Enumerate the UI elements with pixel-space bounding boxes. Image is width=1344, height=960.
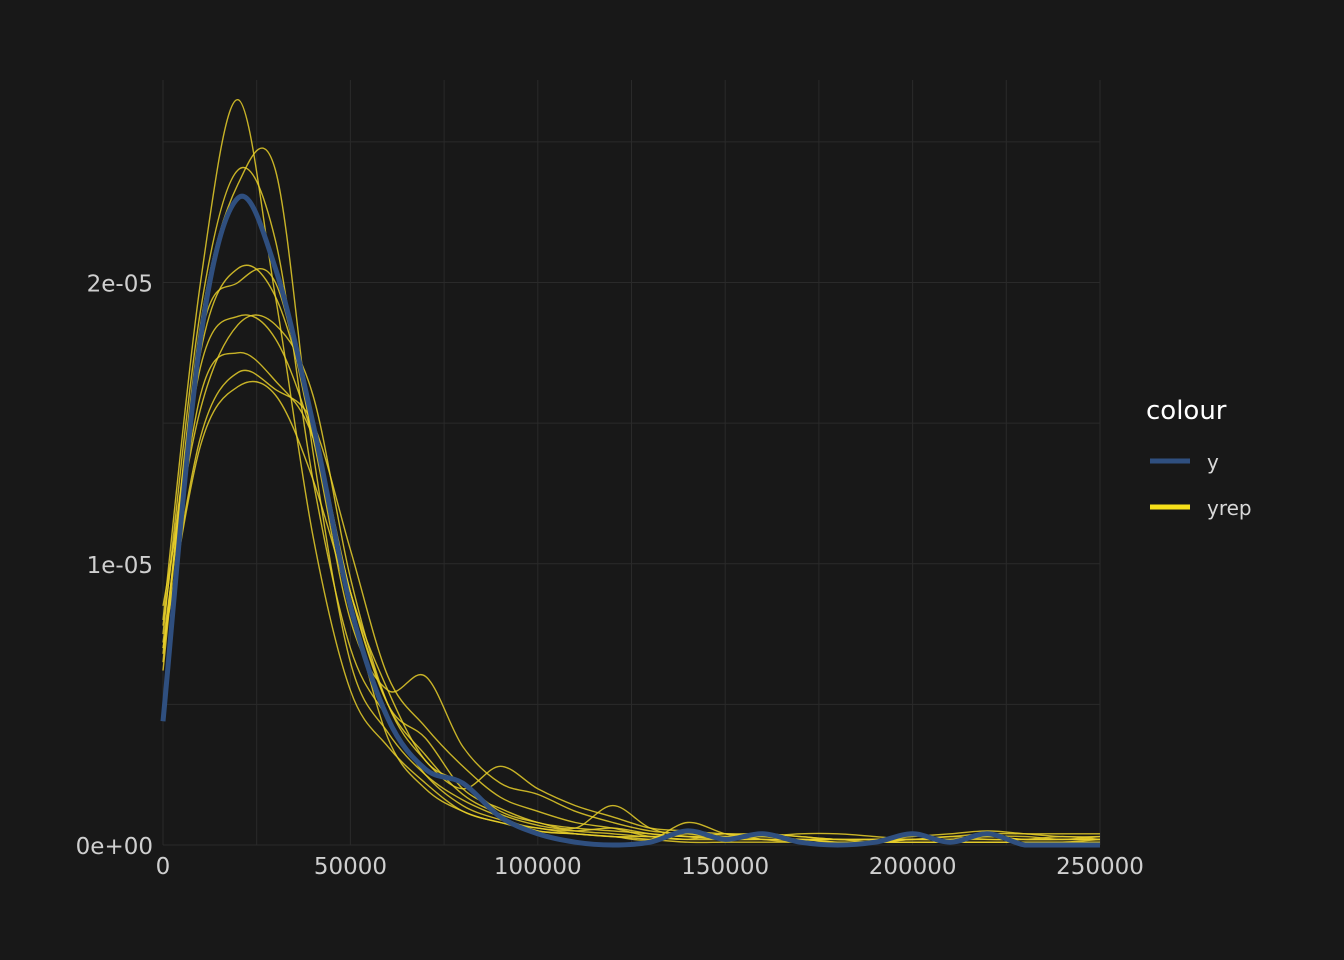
y-line-group: [160, 193, 1100, 848]
x-tick-label: 100000: [494, 854, 582, 880]
y-tick-label: 1e-05: [87, 553, 153, 579]
grid-lines: [162, 80, 1101, 846]
x-axis: 0 50000 100000 150000 200000 250000: [156, 854, 1144, 880]
legend-label-yrep: yrep: [1207, 496, 1252, 520]
yrep-density-line: [162, 380, 1101, 844]
x-tick-label: 250000: [1056, 854, 1144, 880]
legend-title: colour: [1146, 396, 1227, 426]
x-tick-label: 50000: [314, 854, 387, 880]
x-tick-label: 200000: [869, 854, 957, 880]
x-tick-label: 0: [156, 854, 171, 880]
y-tick-label: 0e+00: [76, 834, 153, 860]
y-axis: 0e+00 1e-05 2e-05: [76, 272, 153, 861]
x-tick-label: 150000: [681, 854, 769, 880]
y-density-line: [160, 193, 1100, 848]
legend-label-y: y: [1207, 450, 1219, 474]
y-tick-label: 2e-05: [87, 272, 153, 298]
legend: colour y yrep: [1146, 396, 1252, 520]
